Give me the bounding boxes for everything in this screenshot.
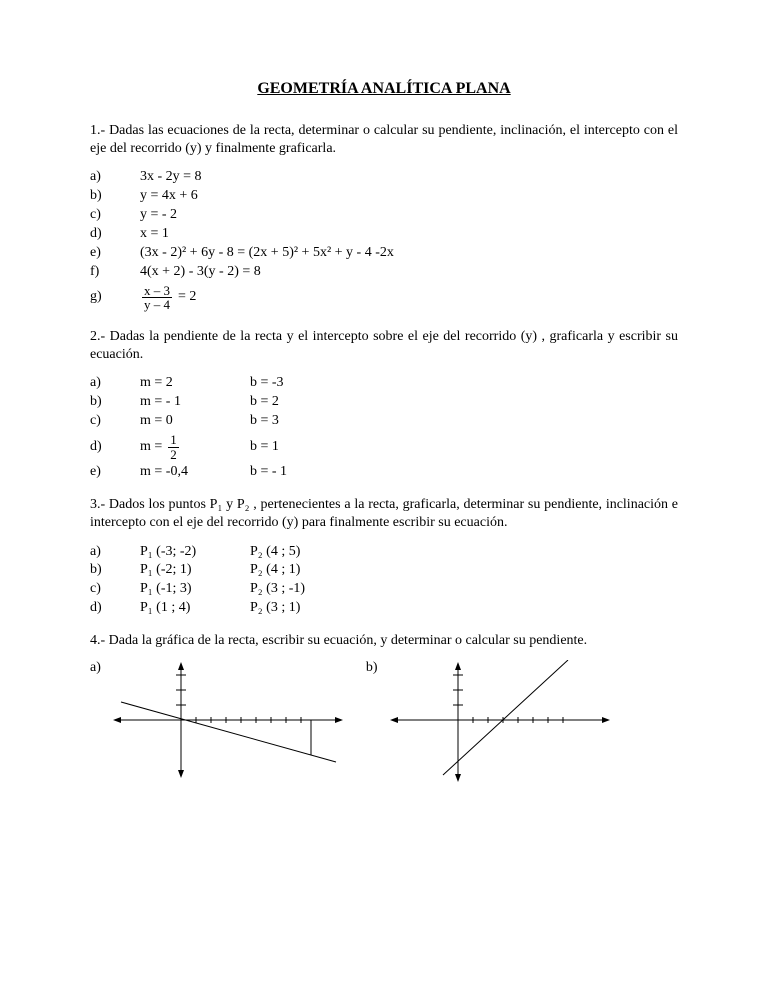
q1-list: a)3x - 2y = 8 b)y = 4x + 6 c)y = - 2 d)x…	[90, 168, 678, 314]
q3-c: c)P₁ (-1; 3)P₂ (3 ; -1)	[90, 580, 678, 599]
q4-a-block: a)	[90, 660, 346, 785]
q4-b-block: b)	[366, 660, 613, 785]
q3-d-p2: P₂ (3 ; 1)	[250, 599, 300, 618]
q1-g-eq: x – 3 y – 4 = 2	[140, 282, 196, 314]
page-title: GEOMETRÍA ANALÍTICA PLANA	[90, 80, 678, 98]
q2-e-b: b = - 1	[250, 463, 287, 482]
q2-d: d) m = 1 2 b = 1	[90, 431, 678, 463]
q2-b: b)m = - 1b = 2	[90, 393, 678, 412]
q2-c-label: c)	[90, 412, 140, 431]
q1-a: a)3x - 2y = 8	[90, 168, 678, 187]
q3-list: a)P₁ (-3; -2)P₂ (4 ; 5) b)P₁ (-2; 1)P₂ (…	[90, 543, 678, 619]
q2-d-fraction: 1 2	[168, 433, 179, 461]
q3-b: b)P₁ (-2; 1)P₂ (4 ; 1)	[90, 561, 678, 580]
q3-d-label: d)	[90, 599, 140, 618]
q4-a-label: a)	[90, 660, 101, 676]
q3-d: d)P₁ (1 ; 4)P₂ (3 ; 1)	[90, 599, 678, 618]
q2-e-m: m = -0,4	[140, 463, 250, 482]
q3-a: a)P₁ (-3; -2)P₂ (4 ; 5)	[90, 543, 678, 562]
q4-graphs: a) b)	[90, 660, 678, 785]
q1-e: e)(3x - 2)² + 6y - 8 = (2x + 5)² + 5x² +…	[90, 244, 678, 263]
page: GEOMETRÍA ANALÍTICA PLANA 1.- Dadas las …	[0, 0, 768, 835]
graph-a	[111, 660, 346, 780]
q3-b-label: b)	[90, 561, 140, 580]
q2-e: e)m = -0,4b = - 1	[90, 463, 678, 482]
q2-d-mpre: m =	[140, 438, 162, 457]
q3-d-p1: P₁ (1 ; 4)	[140, 599, 250, 618]
q1-b-eq: y = 4x + 6	[140, 187, 198, 206]
q3-c-p1: P₁ (-1; 3)	[140, 580, 250, 599]
q2-d-m: m = 1 2	[140, 431, 250, 463]
q1-g-num: x – 3	[142, 284, 172, 298]
q2-d-den: 2	[168, 447, 179, 462]
q1-g-den: y – 4	[142, 297, 172, 312]
q2-a: a)m = 2b = -3	[90, 374, 678, 393]
q2-text: 2.- Dadas la pendiente de la recta y el …	[90, 328, 678, 364]
q2-b-b: b = 2	[250, 393, 279, 412]
q2-d-b: b = 1	[250, 438, 279, 457]
q1-e-eq: (3x - 2)² + 6y - 8 = (2x + 5)² + 5x² + y…	[140, 244, 394, 263]
q3-b-p1: P₁ (-2; 1)	[140, 561, 250, 580]
q3-a-label: a)	[90, 543, 140, 562]
q2-a-b: b = -3	[250, 374, 284, 393]
q1-b-label: b)	[90, 187, 140, 206]
q2-b-label: b)	[90, 393, 140, 412]
q3-b-p2: P₂ (4 ; 1)	[250, 561, 300, 580]
q1-e-label: e)	[90, 244, 140, 263]
q1-a-label: a)	[90, 168, 140, 187]
q1-g: g) x – 3 y – 4 = 2	[90, 282, 678, 314]
q1-d-label: d)	[90, 225, 140, 244]
q1-c-label: c)	[90, 206, 140, 225]
q2-e-label: e)	[90, 463, 140, 482]
graph-b	[388, 660, 613, 785]
q3-c-p2: P₂ (3 ; -1)	[250, 580, 305, 599]
q1-g-fraction: x – 3 y – 4	[142, 284, 172, 312]
q3-c-label: c)	[90, 580, 140, 599]
q3-text: 3.- Dados los puntos P₁ y P₂ , perteneci…	[90, 496, 678, 532]
q2-c-b: b = 3	[250, 412, 279, 431]
q2-list: a)m = 2b = -3 b)m = - 1b = 2 c)m = 0b = …	[90, 374, 678, 482]
q1-c: c)y = - 2	[90, 206, 678, 225]
q1-g-label: g)	[90, 288, 140, 307]
q1-f-eq: 4(x + 2) - 3(y - 2) = 8	[140, 263, 261, 282]
q1-g-rhs: = 2	[178, 288, 196, 307]
q2-d-num: 1	[168, 433, 179, 447]
q4-b-label: b)	[366, 660, 378, 676]
q1-f: f)4(x + 2) - 3(y - 2) = 8	[90, 263, 678, 282]
q1-b: b)y = 4x + 6	[90, 187, 678, 206]
q2-c: c)m = 0b = 3	[90, 412, 678, 431]
q4-text: 4.- Dada la gráfica de la recta, escribi…	[90, 632, 678, 650]
q2-b-m: m = - 1	[140, 393, 250, 412]
q1-d-eq: x = 1	[140, 225, 169, 244]
q2-c-m: m = 0	[140, 412, 250, 431]
q1-f-label: f)	[90, 263, 140, 282]
q3-a-p2: P₂ (4 ; 5)	[250, 543, 300, 562]
q1-text: 1.- Dadas las ecuaciones de la recta, de…	[90, 122, 678, 158]
q3-a-p1: P₁ (-3; -2)	[140, 543, 250, 562]
q2-d-label: d)	[90, 438, 140, 457]
q1-c-eq: y = - 2	[140, 206, 177, 225]
q2-a-m: m = 2	[140, 374, 250, 393]
q1-d: d)x = 1	[90, 225, 678, 244]
q1-a-eq: 3x - 2y = 8	[140, 168, 202, 187]
q2-a-label: a)	[90, 374, 140, 393]
